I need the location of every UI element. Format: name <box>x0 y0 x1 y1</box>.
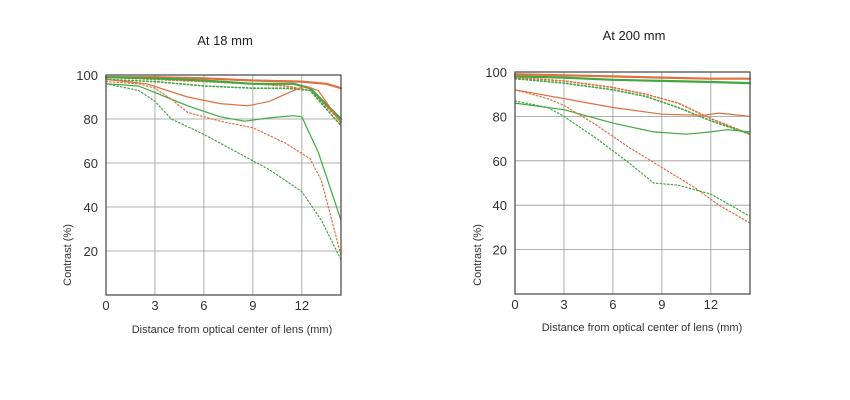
x-axis-label: Distance from optical center of lens (mm… <box>542 322 743 334</box>
y-axis-label: Contrast (%) <box>62 224 74 286</box>
x-axis-label: Distance from optical center of lens (mm… <box>132 324 333 336</box>
chart-at-200mm: At 200 mm 20 40 60 80 100 0 3 6 9 12 Distance fr… <box>472 28 750 334</box>
y-tick-label: 60 <box>84 156 98 171</box>
y-tick-label: 60 <box>493 154 507 169</box>
x-tick-label: 6 <box>200 298 207 313</box>
series-line-3 <box>515 79 750 135</box>
y-tick-label: 20 <box>84 244 98 259</box>
x-tick-label: 0 <box>511 297 518 312</box>
x-tick-label: 12 <box>295 298 309 313</box>
x-tick-label: 12 <box>704 297 718 312</box>
y-tick-label: 80 <box>84 112 98 127</box>
series-line-5 <box>515 103 750 134</box>
y-tick-label: 40 <box>84 200 98 215</box>
x-tick-label: 6 <box>609 297 616 312</box>
chart-title: At 18 mm <box>197 33 253 48</box>
y-tick-label: 100 <box>485 65 507 80</box>
series-line-6 <box>106 82 341 256</box>
x-tick-label: 3 <box>560 297 567 312</box>
x-tick-label: 3 <box>151 298 158 313</box>
series-line-7 <box>515 101 750 216</box>
x-tick-label: 9 <box>249 298 256 313</box>
plot-frame <box>106 75 341 295</box>
y-tick-label: 20 <box>493 243 507 258</box>
x-tick-label: 9 <box>658 297 665 312</box>
y-tick-label: 100 <box>76 68 98 83</box>
chart-title: At 200 mm <box>603 28 666 43</box>
x-tick-label: 0 <box>102 298 109 313</box>
series-line-7 <box>106 84 341 260</box>
y-axis-label: Contrast (%) <box>472 224 484 286</box>
series-line-2 <box>515 78 750 135</box>
plot-frame <box>515 72 750 294</box>
y-tick-label: 40 <box>493 198 507 213</box>
chart-at-18mm: At 18 mm 20 40 60 80 100 0 3 6 9 12 Distance fro… <box>62 33 341 336</box>
y-tick-label: 80 <box>493 109 507 124</box>
